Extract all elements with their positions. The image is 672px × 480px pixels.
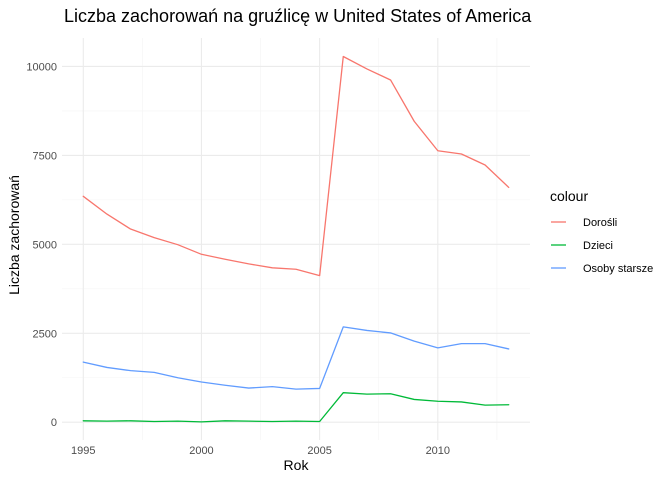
legend-title: colour xyxy=(550,188,588,204)
legend-label: Dorośli xyxy=(583,217,617,229)
legend-label: Osoby starsze xyxy=(583,263,653,275)
legend: colour Dorośli Dzieci Osoby starsze xyxy=(550,188,653,275)
y-axis-ticks: 0 2500 5000 7500 10000 xyxy=(26,61,57,429)
y-tick-label: 0 xyxy=(51,417,57,429)
series-lines xyxy=(82,55,510,423)
series-line xyxy=(82,392,510,423)
y-tick-label: 2500 xyxy=(33,328,57,340)
chart-title: Liczba zachorowań na gruźlicę w United S… xyxy=(64,6,532,26)
x-tick-label: 2000 xyxy=(189,445,213,457)
y-tick-label: 7500 xyxy=(33,150,57,162)
x-axis-title: Rok xyxy=(284,457,310,473)
series-line xyxy=(82,326,510,390)
legend-items: Dorośli Dzieci Osoby starsze xyxy=(551,217,653,275)
x-tick-label: 2005 xyxy=(307,445,331,457)
grid xyxy=(62,38,530,440)
x-tick-label: 1995 xyxy=(71,445,95,457)
y-axis-title: Liczba zachorowań xyxy=(6,175,22,295)
y-tick-label: 10000 xyxy=(26,61,57,73)
legend-label: Dzieci xyxy=(583,240,613,252)
y-tick-label: 5000 xyxy=(33,239,57,251)
series-line xyxy=(82,55,510,277)
x-axis-ticks: 1995 2000 2005 2010 xyxy=(71,445,450,457)
x-tick-label: 2010 xyxy=(426,445,450,457)
